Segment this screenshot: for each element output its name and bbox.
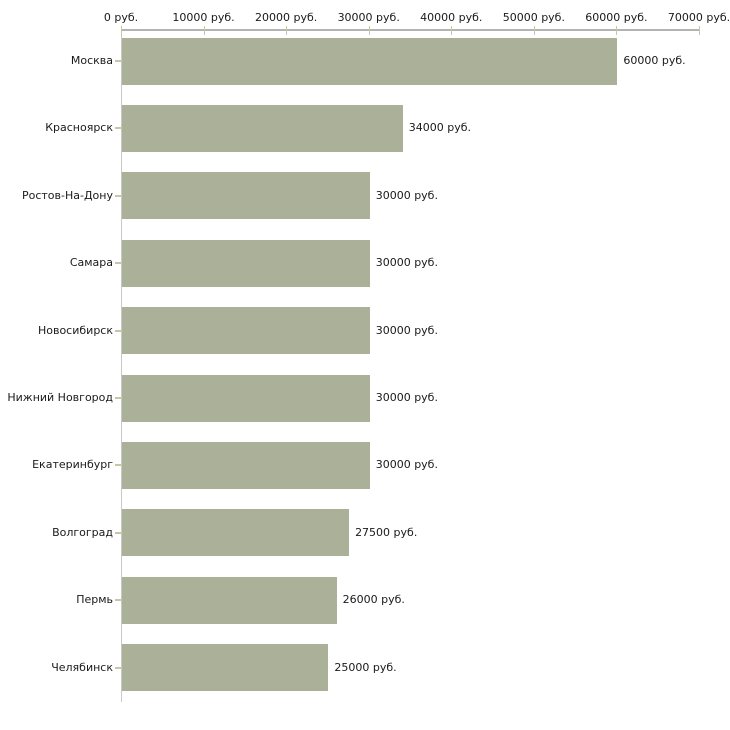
category-tick-mark — [115, 531, 121, 534]
category-tick-mark — [115, 329, 121, 332]
x-tick-mark — [616, 26, 618, 35]
bar-row: Самара 30000 руб. — [0, 235, 730, 302]
category-tick-mark — [115, 599, 121, 602]
bar-row: Челябинск 25000 руб. — [0, 640, 730, 707]
category-tick-mark — [115, 464, 121, 467]
x-tick-label: 60000 руб. — [585, 11, 648, 24]
x-tick-label: 20000 руб. — [255, 11, 318, 24]
bar — [122, 104, 403, 152]
value-label: 30000 руб. — [375, 458, 438, 472]
category-tick-mark — [115, 262, 121, 265]
value-label: 60000 руб. — [623, 54, 686, 68]
x-tick-label: 0 руб. — [103, 11, 139, 24]
bar-row: Красноярск 34000 руб. — [0, 100, 730, 167]
category-tick-mark — [115, 60, 121, 63]
x-tick-mark — [121, 26, 122, 35]
value-label: 30000 руб. — [375, 323, 438, 337]
category-label: Москва — [70, 54, 113, 68]
bar — [122, 441, 370, 489]
x-tick-mark — [533, 26, 535, 35]
bar-row: Екатеринбург 30000 руб. — [0, 437, 730, 504]
value-label: 30000 руб. — [375, 256, 438, 270]
bar-row: Москва 60000 руб. — [0, 33, 730, 100]
value-label: 25000 руб. — [334, 660, 397, 674]
category-tick-mark — [115, 194, 121, 197]
category-label: Красноярск — [45, 121, 113, 135]
bar-row: Пермь 26000 руб. — [0, 572, 730, 639]
y-axis-line — [121, 29, 122, 702]
bar-row: Нижний Новгород 30000 руб. — [0, 370, 730, 437]
bar — [122, 509, 350, 557]
bar — [122, 239, 370, 287]
x-axis-line — [121, 29, 700, 31]
x-tick-label: 70000 руб. — [667, 11, 730, 24]
bar-row: Новосибирск 30000 руб. — [0, 303, 730, 370]
category-tick-mark — [115, 397, 121, 400]
category-label: Екатеринбург — [32, 458, 113, 472]
value-label: 30000 руб. — [375, 188, 438, 202]
value-label: 34000 руб. — [408, 121, 471, 135]
bar — [122, 172, 370, 220]
x-tick-label: 10000 руб. — [172, 11, 235, 24]
category-label: Нижний Новгород — [7, 391, 113, 405]
x-tick-label: 50000 руб. — [502, 11, 565, 24]
x-tick-label: 30000 руб. — [337, 11, 400, 24]
category-label: Волгоград — [52, 525, 113, 539]
value-label: 27500 руб. — [355, 525, 418, 539]
value-label: 30000 руб. — [375, 391, 438, 405]
category-tick-mark — [115, 127, 121, 130]
x-tick-mark — [286, 26, 288, 35]
bar-row: Ростов-На-Дону 30000 руб. — [0, 168, 730, 235]
x-tick-mark — [451, 26, 453, 35]
category-label: Пермь — [76, 593, 113, 607]
bar — [122, 576, 337, 624]
bar — [122, 37, 618, 85]
x-tick-mark — [203, 26, 205, 35]
x-tick-label: 40000 руб. — [420, 11, 483, 24]
bar-row: Волгоград 27500 руб. — [0, 505, 730, 572]
bar — [122, 374, 370, 422]
category-label: Самара — [69, 256, 113, 270]
category-label: Ростов-На-Дону — [21, 188, 113, 202]
bar — [122, 644, 329, 692]
category-label: Челябинск — [51, 660, 113, 674]
value-label: 26000 руб. — [342, 593, 405, 607]
x-tick-mark — [699, 26, 700, 35]
bar — [122, 307, 370, 355]
category-tick-mark — [115, 666, 121, 669]
x-tick-mark — [368, 26, 370, 35]
category-label: Новосибирск — [37, 323, 113, 337]
